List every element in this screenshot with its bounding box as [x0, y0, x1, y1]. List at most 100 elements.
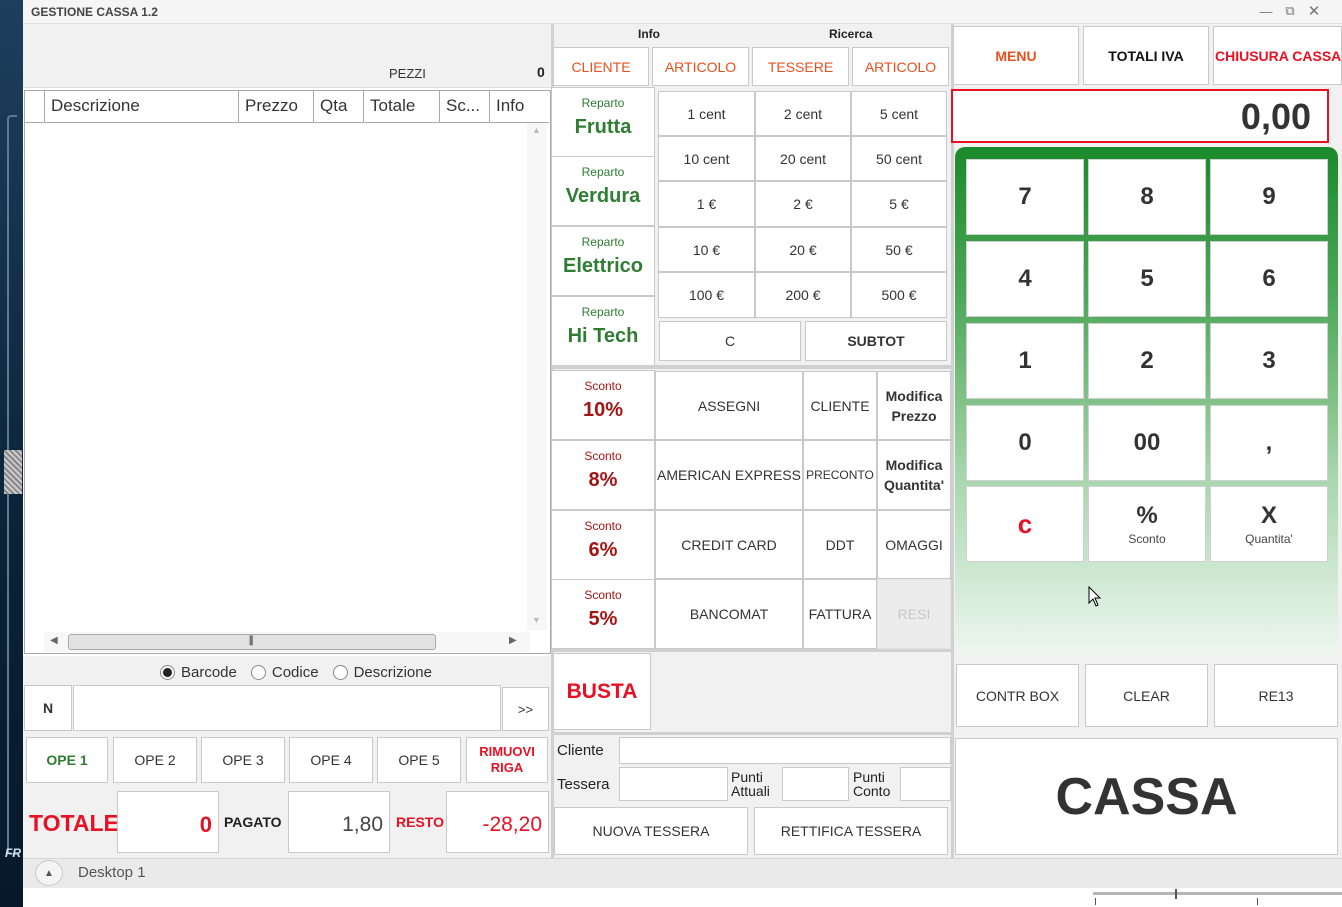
doc-preconto-button[interactable]: PRECONTO — [803, 440, 877, 510]
cliente-field[interactable] — [619, 737, 951, 764]
coin-button[interactable]: 5 cent — [851, 91, 947, 136]
vertical-scrollbar[interactable]: ▲ ▼ — [527, 123, 547, 630]
nuova-tessera-button[interactable]: NUOVA TESSERA — [554, 807, 748, 855]
bill-button[interactable]: 50 € — [851, 227, 947, 272]
payment-amex-button[interactable]: AMERICAN EXPRESS — [655, 440, 803, 510]
remove-row-button[interactable]: RIMUOVI RIGA — [466, 737, 548, 783]
busta-button[interactable]: BUSTA — [553, 653, 651, 730]
clear-button[interactable]: CLEAR — [1085, 664, 1208, 727]
key-multiply-quantita[interactable]: X Quantita' — [1210, 486, 1328, 562]
scroll-down-icon[interactable]: ▼ — [532, 615, 541, 625]
punti-attuali-field[interactable] — [782, 767, 849, 801]
table-header-prezzo[interactable]: Prezzo — [239, 90, 314, 122]
horizontal-scroll-thumb[interactable]: ❚ — [68, 634, 436, 650]
n-button[interactable]: N — [24, 685, 72, 731]
restore-icon[interactable]: ⧉ — [1285, 3, 1295, 18]
department-verdura[interactable]: Reparto Verdura — [551, 156, 655, 226]
key-00[interactable]: 00 — [1088, 405, 1206, 481]
key-9[interactable]: 9 — [1210, 159, 1328, 235]
chiusura-cassa-button[interactable]: CHIUSURA CASSA — [1213, 26, 1342, 85]
discount-10-button[interactable]: Sconto 10% — [551, 370, 655, 440]
bill-button[interactable]: 10 € — [658, 227, 755, 272]
expand-up-icon[interactable]: ▲ — [35, 860, 63, 886]
table-header-info[interactable]: Info — [496, 96, 525, 115]
close-icon[interactable]: ✕ — [1307, 3, 1321, 20]
radio-barcode[interactable]: Barcode — [160, 664, 237, 681]
bill-button[interactable]: 20 € — [755, 227, 851, 272]
key-3[interactable]: 3 — [1210, 323, 1328, 399]
bill-button[interactable]: 5 € — [851, 181, 947, 227]
go-button[interactable]: >> — [502, 687, 549, 731]
horizontal-scrollbar[interactable]: ◀ ❚ ▶ — [44, 632, 530, 652]
desktop-grip-handle[interactable] — [4, 450, 22, 494]
ricerca-articolo-button[interactable]: ARTICOLO — [852, 47, 949, 86]
items-table[interactable] — [24, 90, 551, 654]
scroll-left-icon[interactable]: ◀ — [50, 635, 58, 646]
minimize-icon[interactable]: — — [1259, 3, 1273, 19]
department-frutta[interactable]: Reparto Frutta — [551, 87, 655, 157]
bill-button[interactable]: 1 € — [658, 181, 755, 227]
department-hitech[interactable]: Reparto Hi Tech — [551, 296, 655, 366]
discount-5-button[interactable]: Sconto 5% — [551, 579, 655, 649]
scroll-right-icon[interactable]: ▶ — [509, 635, 517, 646]
operator-button-3[interactable]: OPE 3 — [201, 737, 285, 783]
bill-button[interactable]: 2 € — [755, 181, 851, 227]
payment-creditcard-button[interactable]: CREDIT CARD — [655, 510, 803, 579]
doc-cliente-button[interactable]: CLIENTE — [803, 371, 877, 440]
scroll-up-icon[interactable]: ▲ — [532, 125, 541, 135]
coin-button[interactable]: 2 cent — [755, 91, 851, 136]
operator-button-1[interactable]: OPE 1 — [26, 737, 108, 783]
contr-box-button[interactable]: CONTR BOX — [956, 664, 1079, 727]
punti-conto-field[interactable] — [900, 767, 951, 801]
totali-iva-button[interactable]: TOTALI IVA — [1083, 26, 1209, 85]
department-elettrico[interactable]: Reparto Elettrico — [551, 226, 655, 296]
radio-descrizione[interactable]: Descrizione — [332, 664, 432, 681]
coin-button[interactable]: 20 cent — [755, 136, 851, 181]
operator-button-4[interactable]: OPE 4 — [289, 737, 373, 783]
discount-6-button[interactable]: Sconto 6% — [551, 510, 655, 580]
table-header-descrizione[interactable]: Descrizione — [45, 90, 239, 122]
coin-clear-button[interactable]: C — [659, 321, 801, 361]
rettifica-tessera-button[interactable]: RETTIFICA TESSERA — [754, 807, 948, 855]
discount-8-button[interactable]: Sconto 8% — [551, 440, 655, 510]
modify-quantity-button[interactable]: Modifica Quantita' — [877, 440, 951, 510]
coin-button[interactable]: 1 cent — [658, 91, 755, 136]
key-4[interactable]: 4 — [966, 241, 1084, 317]
operator-button-5[interactable]: OPE 5 — [377, 737, 461, 783]
menu-button[interactable]: MENU — [953, 26, 1079, 85]
info-articolo-button[interactable]: ARTICOLO — [652, 47, 749, 86]
resi-button-disabled[interactable]: RESI — [877, 579, 951, 649]
barcode-input[interactable] — [73, 685, 501, 731]
subtotal-button[interactable]: SUBTOT — [805, 321, 947, 361]
doc-fattura-button[interactable]: FATTURA — [803, 579, 877, 649]
operator-button-2[interactable]: OPE 2 — [113, 737, 197, 783]
key-7[interactable]: 7 — [966, 159, 1084, 235]
table-header-totale[interactable]: Totale — [364, 90, 440, 122]
coin-button[interactable]: 10 cent — [658, 136, 755, 181]
radio-codice[interactable]: Codice — [250, 664, 319, 681]
coin-button[interactable]: 50 cent — [851, 136, 947, 181]
key-0[interactable]: 0 — [966, 405, 1084, 481]
cassa-button[interactable]: CASSA — [955, 738, 1338, 855]
ricerca-tessere-button[interactable]: TESSERE — [752, 47, 849, 86]
bill-button[interactable]: 100 € — [658, 272, 755, 318]
key-clear[interactable]: c — [966, 486, 1084, 562]
bill-button[interactable]: 500 € — [851, 272, 947, 318]
table-header-qta[interactable]: Qta — [314, 90, 364, 122]
info-cliente-button[interactable]: CLIENTE — [553, 47, 649, 86]
key-8[interactable]: 8 — [1088, 159, 1206, 235]
key-2[interactable]: 2 — [1088, 323, 1206, 399]
payment-bancomat-button[interactable]: BANCOMAT — [655, 579, 803, 649]
key-6[interactable]: 6 — [1210, 241, 1328, 317]
payment-assegni-button[interactable]: ASSEGNI — [655, 371, 803, 440]
modify-price-button[interactable]: Modifica Prezzo — [877, 371, 951, 440]
key-comma[interactable]: , — [1210, 405, 1328, 481]
key-5[interactable]: 5 — [1088, 241, 1206, 317]
doc-ddt-button[interactable]: DDT — [803, 510, 877, 579]
key-1[interactable]: 1 — [966, 323, 1084, 399]
bill-button[interactable]: 200 € — [755, 272, 851, 318]
omaggi-button[interactable]: OMAGGI — [877, 510, 951, 579]
table-header-sconto[interactable]: Sc... — [440, 90, 490, 122]
re13-button[interactable]: RE13 — [1214, 664, 1338, 727]
key-percent-sconto[interactable]: % Sconto — [1088, 486, 1206, 562]
